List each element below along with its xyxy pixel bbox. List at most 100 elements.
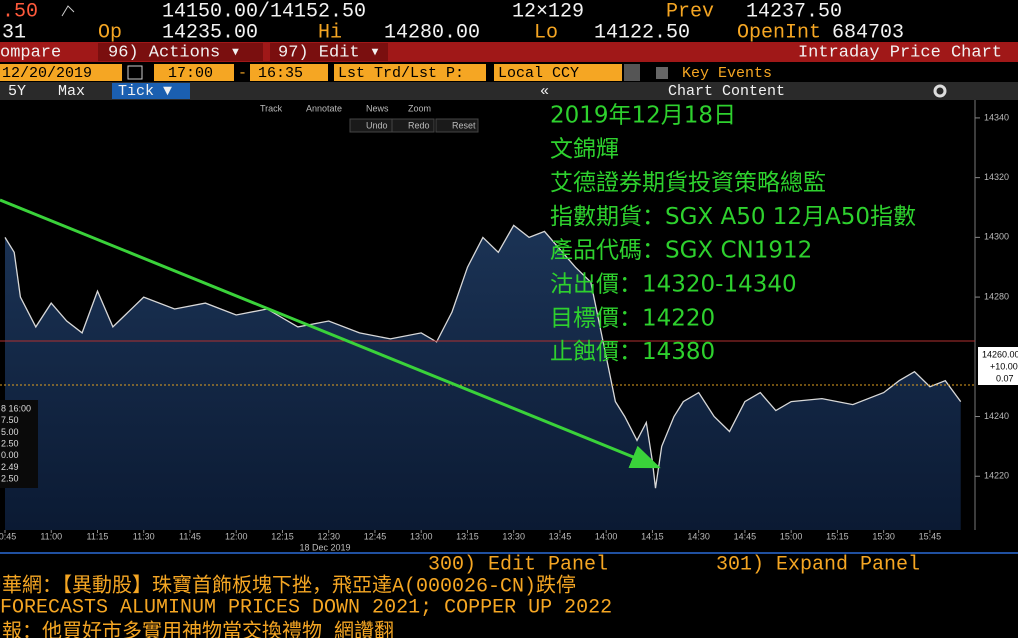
low-label: Lo	[534, 21, 558, 44]
news[interactable]: 中華網：【異動股】珠寶首飾板塊下挫，飛亞達A(000026-CN)跌停	[0, 573, 576, 598]
legend-label: 7.50	[1, 415, 19, 425]
x-tick-label: 14:00	[595, 531, 618, 541]
range[interactable]: 5Y	[8, 83, 26, 100]
key-events[interactable]: Key Events	[682, 65, 772, 82]
dash: -	[238, 65, 247, 82]
y-tick-label: 14340	[984, 112, 1009, 122]
open: 14235.00	[162, 21, 258, 44]
high: 14280.00	[384, 21, 480, 44]
oi: 684703	[832, 21, 904, 44]
x-tick-label: 15:45	[919, 531, 942, 541]
edit[interactable]: 97) Edit ▾	[278, 43, 380, 62]
field-box[interactable]	[334, 64, 486, 81]
time-start[interactable]: 17:00	[168, 65, 213, 82]
x-tick-label: 13:30	[502, 531, 525, 541]
x-tick-label: 11:15	[87, 531, 109, 541]
legend-box	[0, 400, 38, 488]
range[interactable]: Max	[58, 83, 85, 100]
currency-box[interactable]	[494, 64, 622, 81]
x-tick-label: 14:30	[687, 531, 710, 541]
checkbox[interactable]	[656, 67, 668, 79]
area	[5, 225, 961, 530]
annotation: 2019年12月18日	[550, 103, 736, 129]
collapse[interactable]: «	[540, 83, 549, 100]
legend-label: 2.49	[1, 462, 19, 472]
annotation: 文錦輝	[550, 136, 619, 162]
x-tick-label: 15:15	[826, 531, 849, 541]
icon	[61, 5, 75, 17]
news[interactable]: FORECASTS ALUMINUM PRICES DOWN 2021; COP…	[0, 596, 612, 619]
tool-button[interactable]	[391, 118, 435, 133]
tool[interactable]: News	[366, 103, 389, 113]
legend-label: 8 16:00	[1, 403, 31, 413]
currency[interactable]: Local CCY	[498, 65, 579, 82]
field[interactable]: Lst Trd/Lst P:	[338, 65, 464, 82]
prev: 14237.50	[746, 0, 842, 23]
x-tick-label: 12:45	[364, 531, 387, 541]
footer	[0, 553, 1018, 638]
price-line	[4, 224, 962, 489]
range[interactable]: Tick ▼	[118, 83, 172, 100]
annotation: 沽出價：14320-14340	[550, 272, 797, 298]
x-tick-label: 15:30	[872, 531, 895, 541]
time-end[interactable]: 16:35	[258, 65, 303, 82]
oi-label: OpenInt	[737, 21, 821, 44]
x-tick-label: 13:00	[410, 531, 433, 541]
tool[interactable]: Redo	[408, 120, 430, 130]
open-label: Op	[98, 21, 122, 44]
y-tick-label: 14280	[984, 291, 1009, 301]
compare[interactable]: ompare	[0, 43, 61, 62]
legend-label: 2.50	[1, 438, 19, 448]
legend-label: 2.50	[1, 474, 19, 484]
quote-bar	[0, 0, 1018, 42]
time-end-box[interactable]	[250, 64, 328, 81]
bid-ask: 14150.00/14152.50	[162, 0, 366, 23]
chart-content[interactable]: Chart Content	[668, 83, 785, 100]
x-tick-label: 13:45	[549, 531, 572, 541]
actions[interactable]: 96) Actions ▾	[108, 43, 241, 62]
expand-panel[interactable]: 301) Expand Panel	[716, 553, 920, 576]
tool[interactable]: Track	[260, 103, 283, 113]
gear[interactable]	[933, 84, 947, 98]
annotation: 艾德證券期貨投資策略總監	[550, 170, 826, 196]
tool-button[interactable]	[435, 118, 479, 133]
annotation: 止蝕價：14380	[550, 339, 715, 365]
change-pct: 0.07	[996, 373, 1014, 383]
tool[interactable]: Undo	[366, 120, 388, 130]
annotation: 產品代碼：SGX CN1912	[550, 238, 812, 264]
legend-label: 5.00	[1, 427, 19, 437]
tool[interactable]: Reset	[452, 120, 476, 130]
tool[interactable]: Zoom	[408, 103, 431, 113]
prev-label: Prev	[666, 0, 714, 23]
edit-panel[interactable]: 300) Edit Panel	[428, 553, 608, 576]
legend-label: 0.00	[1, 450, 19, 460]
tick-button[interactable]	[112, 83, 190, 99]
edit-button[interactable]	[270, 43, 388, 61]
calendar-icon[interactable]	[127, 65, 143, 80]
dropdown[interactable]	[624, 64, 640, 81]
last-price: 14260.00	[982, 349, 1018, 359]
x-tick-label: 12:15	[271, 531, 294, 541]
date-box[interactable]	[0, 64, 122, 81]
annotation: 目標價：14220	[550, 305, 715, 331]
annotation: 指數期貨：SGX A50 12月A50指數	[550, 204, 916, 230]
x-tick-label: 11:45	[179, 531, 201, 541]
news[interactable]: 日報：他買好市多實用神物當交換禮物 網讚翻	[0, 619, 394, 638]
x-tick-label: 11:00	[40, 531, 62, 541]
time-start-box[interactable]	[154, 64, 234, 81]
x-tick-label: 11:30	[133, 531, 155, 541]
date[interactable]: 12/20/2019	[2, 65, 92, 82]
arrow	[0, 198, 661, 469]
x-tick-label: 14:45	[734, 531, 757, 541]
x-tick-label: 13:15	[456, 531, 479, 541]
actions-button[interactable]	[98, 43, 263, 61]
y-axis-area	[975, 100, 1018, 553]
change: +10.00	[990, 361, 1018, 371]
low: 14122.50	[594, 21, 690, 44]
range-bar	[0, 82, 1018, 100]
y-tick-label: 14220	[984, 471, 1009, 481]
y-tick-label: 14240	[984, 411, 1009, 421]
x-tick-label: 14:15	[641, 531, 664, 541]
tool[interactable]: Annotate	[306, 103, 342, 113]
